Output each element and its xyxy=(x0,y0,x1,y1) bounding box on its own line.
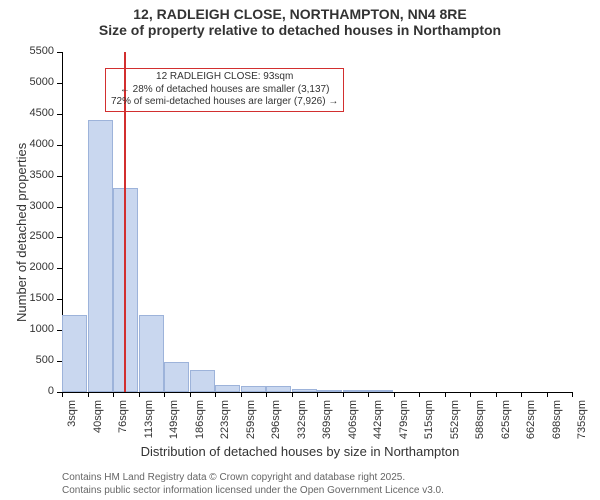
x-tick xyxy=(368,392,369,397)
x-tick xyxy=(394,392,395,397)
y-tick-label: 5000 xyxy=(14,76,54,88)
footer-line2: Contains public sector information licen… xyxy=(62,485,444,498)
x-tick xyxy=(241,392,242,397)
x-tick xyxy=(139,392,140,397)
histogram-bar xyxy=(317,390,342,392)
histogram-bar xyxy=(241,386,266,392)
histogram-bar xyxy=(139,315,164,392)
x-tick xyxy=(470,392,471,397)
x-tick xyxy=(292,392,293,397)
y-tick xyxy=(57,145,62,146)
annotation-line3: 72% of semi-detached houses are larger (… xyxy=(111,96,338,109)
y-tick-label: 3000 xyxy=(14,200,54,212)
histogram-bar xyxy=(190,370,215,392)
x-tick xyxy=(164,392,165,397)
histogram-bar xyxy=(368,390,393,392)
chart-title-line1: 12, RADLEIGH CLOSE, NORTHAMPTON, NN4 8RE xyxy=(0,6,600,22)
x-tick xyxy=(88,392,89,397)
y-tick-label: 5500 xyxy=(14,45,54,57)
y-tick-label: 4000 xyxy=(14,138,54,150)
x-tick xyxy=(572,392,573,397)
chart-title-line2: Size of property relative to detached ho… xyxy=(0,22,600,38)
y-tick xyxy=(57,52,62,53)
x-tick xyxy=(190,392,191,397)
x-tick xyxy=(419,392,420,397)
x-tick xyxy=(317,392,318,397)
y-tick xyxy=(57,176,62,177)
x-tick xyxy=(266,392,267,397)
histogram-bar xyxy=(215,385,240,392)
y-tick xyxy=(57,330,62,331)
histogram-bar xyxy=(88,120,113,392)
x-tick xyxy=(547,392,548,397)
x-tick xyxy=(521,392,522,397)
histogram-bar xyxy=(266,386,291,392)
y-tick-label: 2000 xyxy=(14,261,54,273)
annotation-line2: ← 28% of detached houses are smaller (3,… xyxy=(111,84,338,97)
y-tick-label: 1500 xyxy=(14,292,54,304)
chart-container: { "titles": { "line1": "12, RADLEIGH CLO… xyxy=(0,0,600,500)
histogram-bar xyxy=(62,315,87,392)
footer-line1: Contains HM Land Registry data © Crown c… xyxy=(62,472,444,485)
annotation-line1: 12 RADLEIGH CLOSE: 93sqm xyxy=(111,71,338,84)
annotation-box: 12 RADLEIGH CLOSE: 93sqm ← 28% of detach… xyxy=(105,68,344,112)
x-axis-label: Distribution of detached houses by size … xyxy=(0,444,600,459)
y-tick xyxy=(57,83,62,84)
x-tick xyxy=(343,392,344,397)
histogram-bar xyxy=(113,188,138,392)
y-tick-label: 1000 xyxy=(14,323,54,335)
x-tick xyxy=(113,392,114,397)
x-tick xyxy=(445,392,446,397)
y-tick-label: 500 xyxy=(14,354,54,366)
y-tick xyxy=(57,299,62,300)
chart-titles: 12, RADLEIGH CLOSE, NORTHAMPTON, NN4 8RE… xyxy=(0,0,600,38)
y-tick-label: 2500 xyxy=(14,230,54,242)
histogram-bar xyxy=(292,389,317,392)
y-tick xyxy=(57,114,62,115)
y-tick-label: 0 xyxy=(14,385,54,397)
y-tick xyxy=(57,207,62,208)
y-tick xyxy=(57,268,62,269)
x-tick xyxy=(496,392,497,397)
y-tick xyxy=(57,237,62,238)
y-tick-label: 3500 xyxy=(14,169,54,181)
x-tick xyxy=(215,392,216,397)
footer-attribution: Contains HM Land Registry data © Crown c… xyxy=(62,472,444,497)
x-tick xyxy=(62,392,63,397)
histogram-bar xyxy=(164,362,189,392)
y-tick-label: 4500 xyxy=(14,107,54,119)
histogram-bar xyxy=(343,390,368,392)
y-tick xyxy=(57,361,62,362)
